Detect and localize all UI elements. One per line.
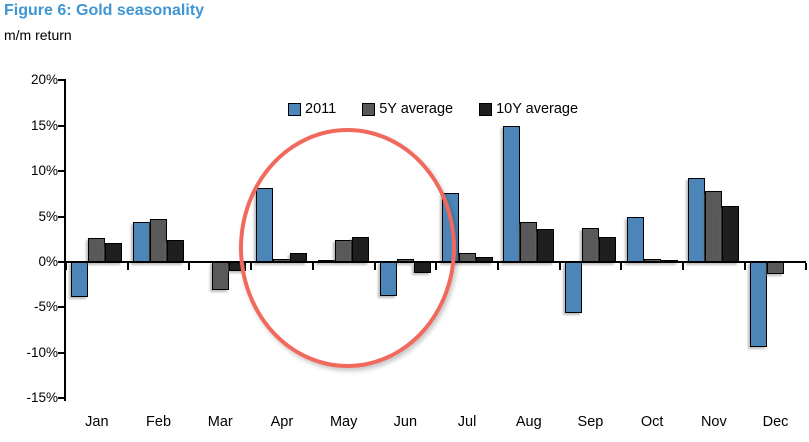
legend-item-5y-average: 5Y average <box>362 101 453 117</box>
y-axis-label: 15% <box>30 117 58 133</box>
bar-10y-average-nov <box>722 205 740 263</box>
legend-label-2011: 2011 <box>305 101 337 117</box>
chart-legend: 2011 5Y average 10Y average <box>288 101 578 117</box>
y-axis-tick <box>58 170 65 173</box>
x-axis-label-apr: Apr <box>270 414 294 430</box>
bar-2011-jan <box>71 262 89 297</box>
annotation-ellipse <box>239 128 456 368</box>
bar-2011-aug <box>503 125 521 263</box>
y-axis-tick <box>58 306 65 309</box>
figure-title: Figure 6: Gold seasonality <box>4 2 205 19</box>
x-axis-label-mar: Mar <box>207 414 233 430</box>
legend-label-10y-average: 10Y average <box>496 101 579 117</box>
x-axis-tick <box>188 263 191 270</box>
y-axis-tick <box>58 124 65 127</box>
x-axis-label-nov: Nov <box>700 414 727 430</box>
bar-2011-feb <box>133 222 151 263</box>
y-axis-label: 0% <box>38 254 58 269</box>
bar-5y-average-aug <box>520 222 538 263</box>
x-axis-label-dec: Dec <box>762 414 789 430</box>
bar-5y-average-mar <box>211 262 229 291</box>
bar-2011-sep <box>564 262 582 313</box>
y-axis-tick <box>58 215 65 218</box>
x-axis-label-may: May <box>329 414 358 430</box>
x-axis-tick <box>65 263 67 270</box>
x-axis-tick <box>620 263 623 270</box>
y-axis-label: -15% <box>26 390 58 406</box>
legend-swatch-10y-average-icon <box>479 102 493 116</box>
y-axis-tick <box>58 397 65 400</box>
legend-item-10y-average: 10Y average <box>479 101 578 117</box>
bar-10y-average-aug <box>537 229 555 263</box>
x-axis-tick <box>558 263 561 270</box>
legend-label-5y-average: 5Y average <box>379 101 454 117</box>
y-axis-label: 10% <box>30 163 58 179</box>
y-axis-tick <box>58 79 65 82</box>
bar-5y-average-dec <box>767 262 785 274</box>
bar-2011-oct <box>626 216 644 263</box>
bar-10y-average-jan <box>105 242 123 263</box>
y-axis-label: 5% <box>38 208 58 224</box>
bar-5y-average-sep <box>581 228 599 263</box>
y-axis-tick <box>58 351 65 354</box>
x-axis-label-sep: Sep <box>577 414 604 430</box>
x-axis-tick <box>682 263 684 270</box>
x-axis-label-oct: Oct <box>640 414 664 430</box>
bar-2011-nov <box>688 177 706 263</box>
legend-item-2011: 2011 <box>288 101 336 117</box>
bar-10y-average-sep <box>598 236 616 263</box>
x-axis-tick <box>805 263 808 270</box>
x-axis-label-jul: Jul <box>457 414 477 430</box>
y-axis-label: -5% <box>33 299 58 315</box>
legend-swatch-5y-average-icon <box>362 102 376 116</box>
figure-subtitle: m/m return <box>4 27 72 43</box>
y-axis-label: 20% <box>30 72 58 88</box>
legend-swatch-2011-icon <box>288 102 301 116</box>
x-axis-tick <box>743 263 746 270</box>
bar-5y-average-nov <box>705 191 723 263</box>
x-axis-label-jan: Jan <box>85 414 109 430</box>
x-axis-tick <box>496 263 499 270</box>
y-axis-line <box>64 79 66 401</box>
x-axis-tick <box>126 263 129 270</box>
bar-2011-dec <box>750 262 768 348</box>
bar-10y-average-feb <box>167 240 185 263</box>
x-axis-label-feb: Feb <box>146 414 172 430</box>
y-axis-tick <box>58 261 65 263</box>
bar-5y-average-jan <box>88 238 106 263</box>
x-axis-label-jun: Jun <box>393 414 418 430</box>
y-axis-label: -10% <box>26 344 58 360</box>
bar-5y-average-feb <box>150 219 168 263</box>
x-axis-label-aug: Aug <box>515 414 542 430</box>
